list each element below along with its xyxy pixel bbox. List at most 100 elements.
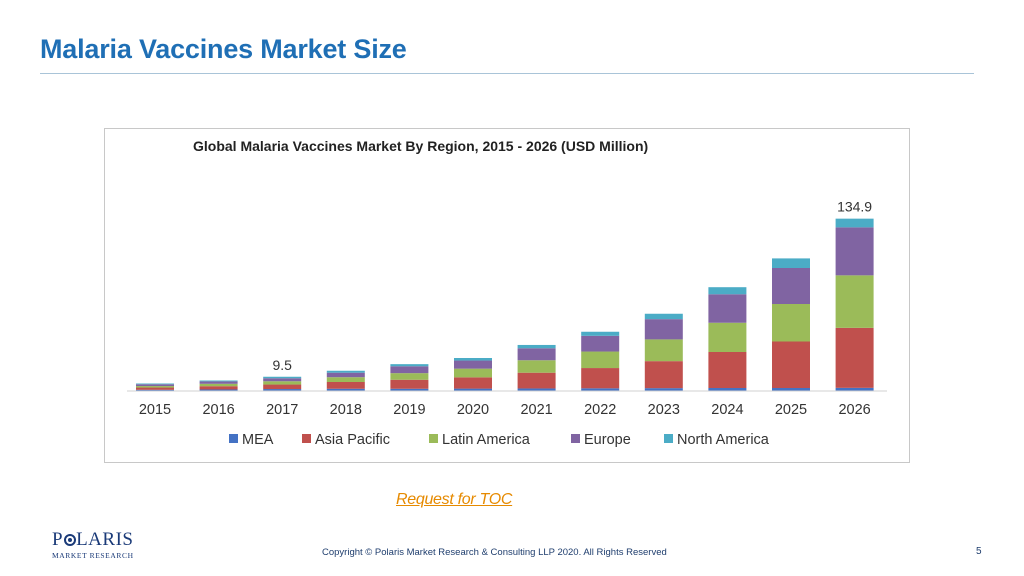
chart-bars [136,218,874,391]
star-compass-icon [63,533,76,546]
bar-segment-2020-2 [454,368,492,378]
bar-segment-2022-0 [581,388,620,391]
title-divider [40,73,974,74]
legend-swatch-3 [571,434,580,443]
bar-segment-2022-4 [581,331,620,336]
bar-segment-2018-4 [326,370,365,373]
polaris-logo: P LARIS MARKET RESEARCH [52,530,142,564]
bar-segment-2025-1 [772,341,810,388]
bar-segment-2019-2 [390,373,429,380]
chart-title: Global Malaria Vaccines Market By Region… [193,138,648,154]
x-tick-label-2025: 2025 [775,402,807,418]
legend-swatch-1 [302,434,311,443]
bar-segment-2018-2 [326,377,365,382]
bar-segment-2023-0 [644,388,683,391]
legend-label-2: Latin America [442,432,531,448]
bar-segment-2025-4 [772,258,810,268]
bar-segment-2026-1 [835,327,874,388]
logo-text-start: P [52,529,64,550]
bar-segment-2020-4 [454,358,492,361]
bar-segment-2015-0 [136,389,174,391]
bar-segment-2017-1 [263,384,302,390]
legend-label-0: MEA [242,432,274,448]
bar-segment-2021-2 [517,360,556,373]
bar-segment-2019-1 [390,379,429,389]
legend-label-1: Asia Pacific [315,432,390,448]
x-tick-label-2020: 2020 [457,402,489,418]
x-tick-label-2019: 2019 [393,402,425,418]
x-tick-label-2023: 2023 [648,402,680,418]
bar-segment-2026-4 [835,218,874,228]
bar-segment-2015-3 [136,384,174,387]
bar-segment-2020-1 [454,377,492,389]
bar-segment-2024-2 [708,322,747,352]
bar-segment-2021-3 [517,348,556,361]
bar-segment-2020-0 [454,388,492,391]
x-tick-label-2015: 2015 [139,402,171,418]
x-tick-label-2026: 2026 [838,402,870,418]
bar-segment-2024-1 [708,352,747,388]
bar-segment-2026-0 [835,387,874,391]
bar-segment-2019-3 [390,366,429,374]
legend-label-4: North America [677,432,770,448]
bar-segment-2016-2 [199,383,238,387]
bar-segment-2025-2 [772,304,810,342]
bar-segment-2025-0 [772,388,810,391]
bar-segment-2019-0 [390,388,429,391]
bar-segment-2024-0 [708,388,747,391]
chart-frame: Global Malaria Vaccines Market By Region… [104,128,910,463]
legend-swatch-0 [229,434,238,443]
legend-swatch-4 [664,434,673,443]
bar-segment-2018-1 [326,382,365,389]
x-tick-label-2016: 2016 [202,402,234,418]
bar-segment-2024-4 [708,287,747,295]
page-number: 5 [976,546,982,557]
bar-segment-2021-4 [517,344,556,349]
bar-segment-2025-3 [772,268,810,304]
bar-segment-2018-3 [326,372,365,378]
legend-swatch-2 [429,434,438,443]
bar-segment-2021-0 [517,388,556,391]
bar-segment-2026-3 [835,227,874,276]
bar-segment-2018-0 [326,388,365,391]
bar-segment-2023-4 [644,313,683,320]
bar-segment-2017-3 [263,378,302,382]
bar-segment-2022-3 [581,335,620,352]
bar-segment-2026-2 [835,275,874,328]
bar-segment-2015-2 [136,386,174,388]
bar-segment-2022-1 [581,368,620,389]
x-tick-label-2017: 2017 [266,402,298,418]
legend-label-3: Europe [584,432,631,448]
bar-segment-2017-2 [263,381,302,385]
bar-segment-2017-0 [263,389,302,391]
bar-segment-2022-2 [581,351,620,369]
logo-text-end: LARIS [76,529,134,550]
slide-title: Malaria Vaccines Market Size [40,34,407,64]
bar-segment-2023-1 [644,361,683,389]
bar-segment-2020-3 [454,360,492,369]
logo-subtitle: MARKET RESEARCH [52,551,134,560]
copyright-notice: Copyright © Polaris Market Research & Co… [322,547,667,558]
bar-segment-2023-3 [644,319,683,340]
bar-segment-2016-0 [199,389,238,391]
x-tick-label-2018: 2018 [330,402,362,418]
x-tick-label-2024: 2024 [711,402,743,418]
x-tick-labels: 2015 2016 2017 2018 2019 2020 2021 2022 2023 2024… [139,402,871,418]
bar-segment-2019-4 [390,364,429,367]
bar-segment-2021-1 [517,372,556,389]
bar-segment-2015-1 [136,387,174,390]
bar-segment-2023-2 [644,339,683,362]
chart-annotations: 9.5 134.9 [272,199,872,373]
logo-wordmark: P LARIS [52,530,142,549]
data-label-2026: 134.9 [837,199,872,215]
bar-segment-2017-4 [263,376,302,379]
request-toc-link[interactable]: Request for TOC [396,491,513,508]
bar-segment-2024-3 [708,294,747,323]
bar-segment-2016-4 [199,380,238,382]
x-tick-label-2022: 2022 [584,402,616,418]
bar-segment-2016-1 [199,386,238,390]
stacked-bar-chart: Global Malaria Vaccines Market By Region… [127,138,887,448]
x-tick-label-2021: 2021 [520,402,552,418]
bar-segment-2015-4 [136,383,174,385]
chart-legend: MEA Asia Pacific Latin America Europe North … [229,432,770,448]
